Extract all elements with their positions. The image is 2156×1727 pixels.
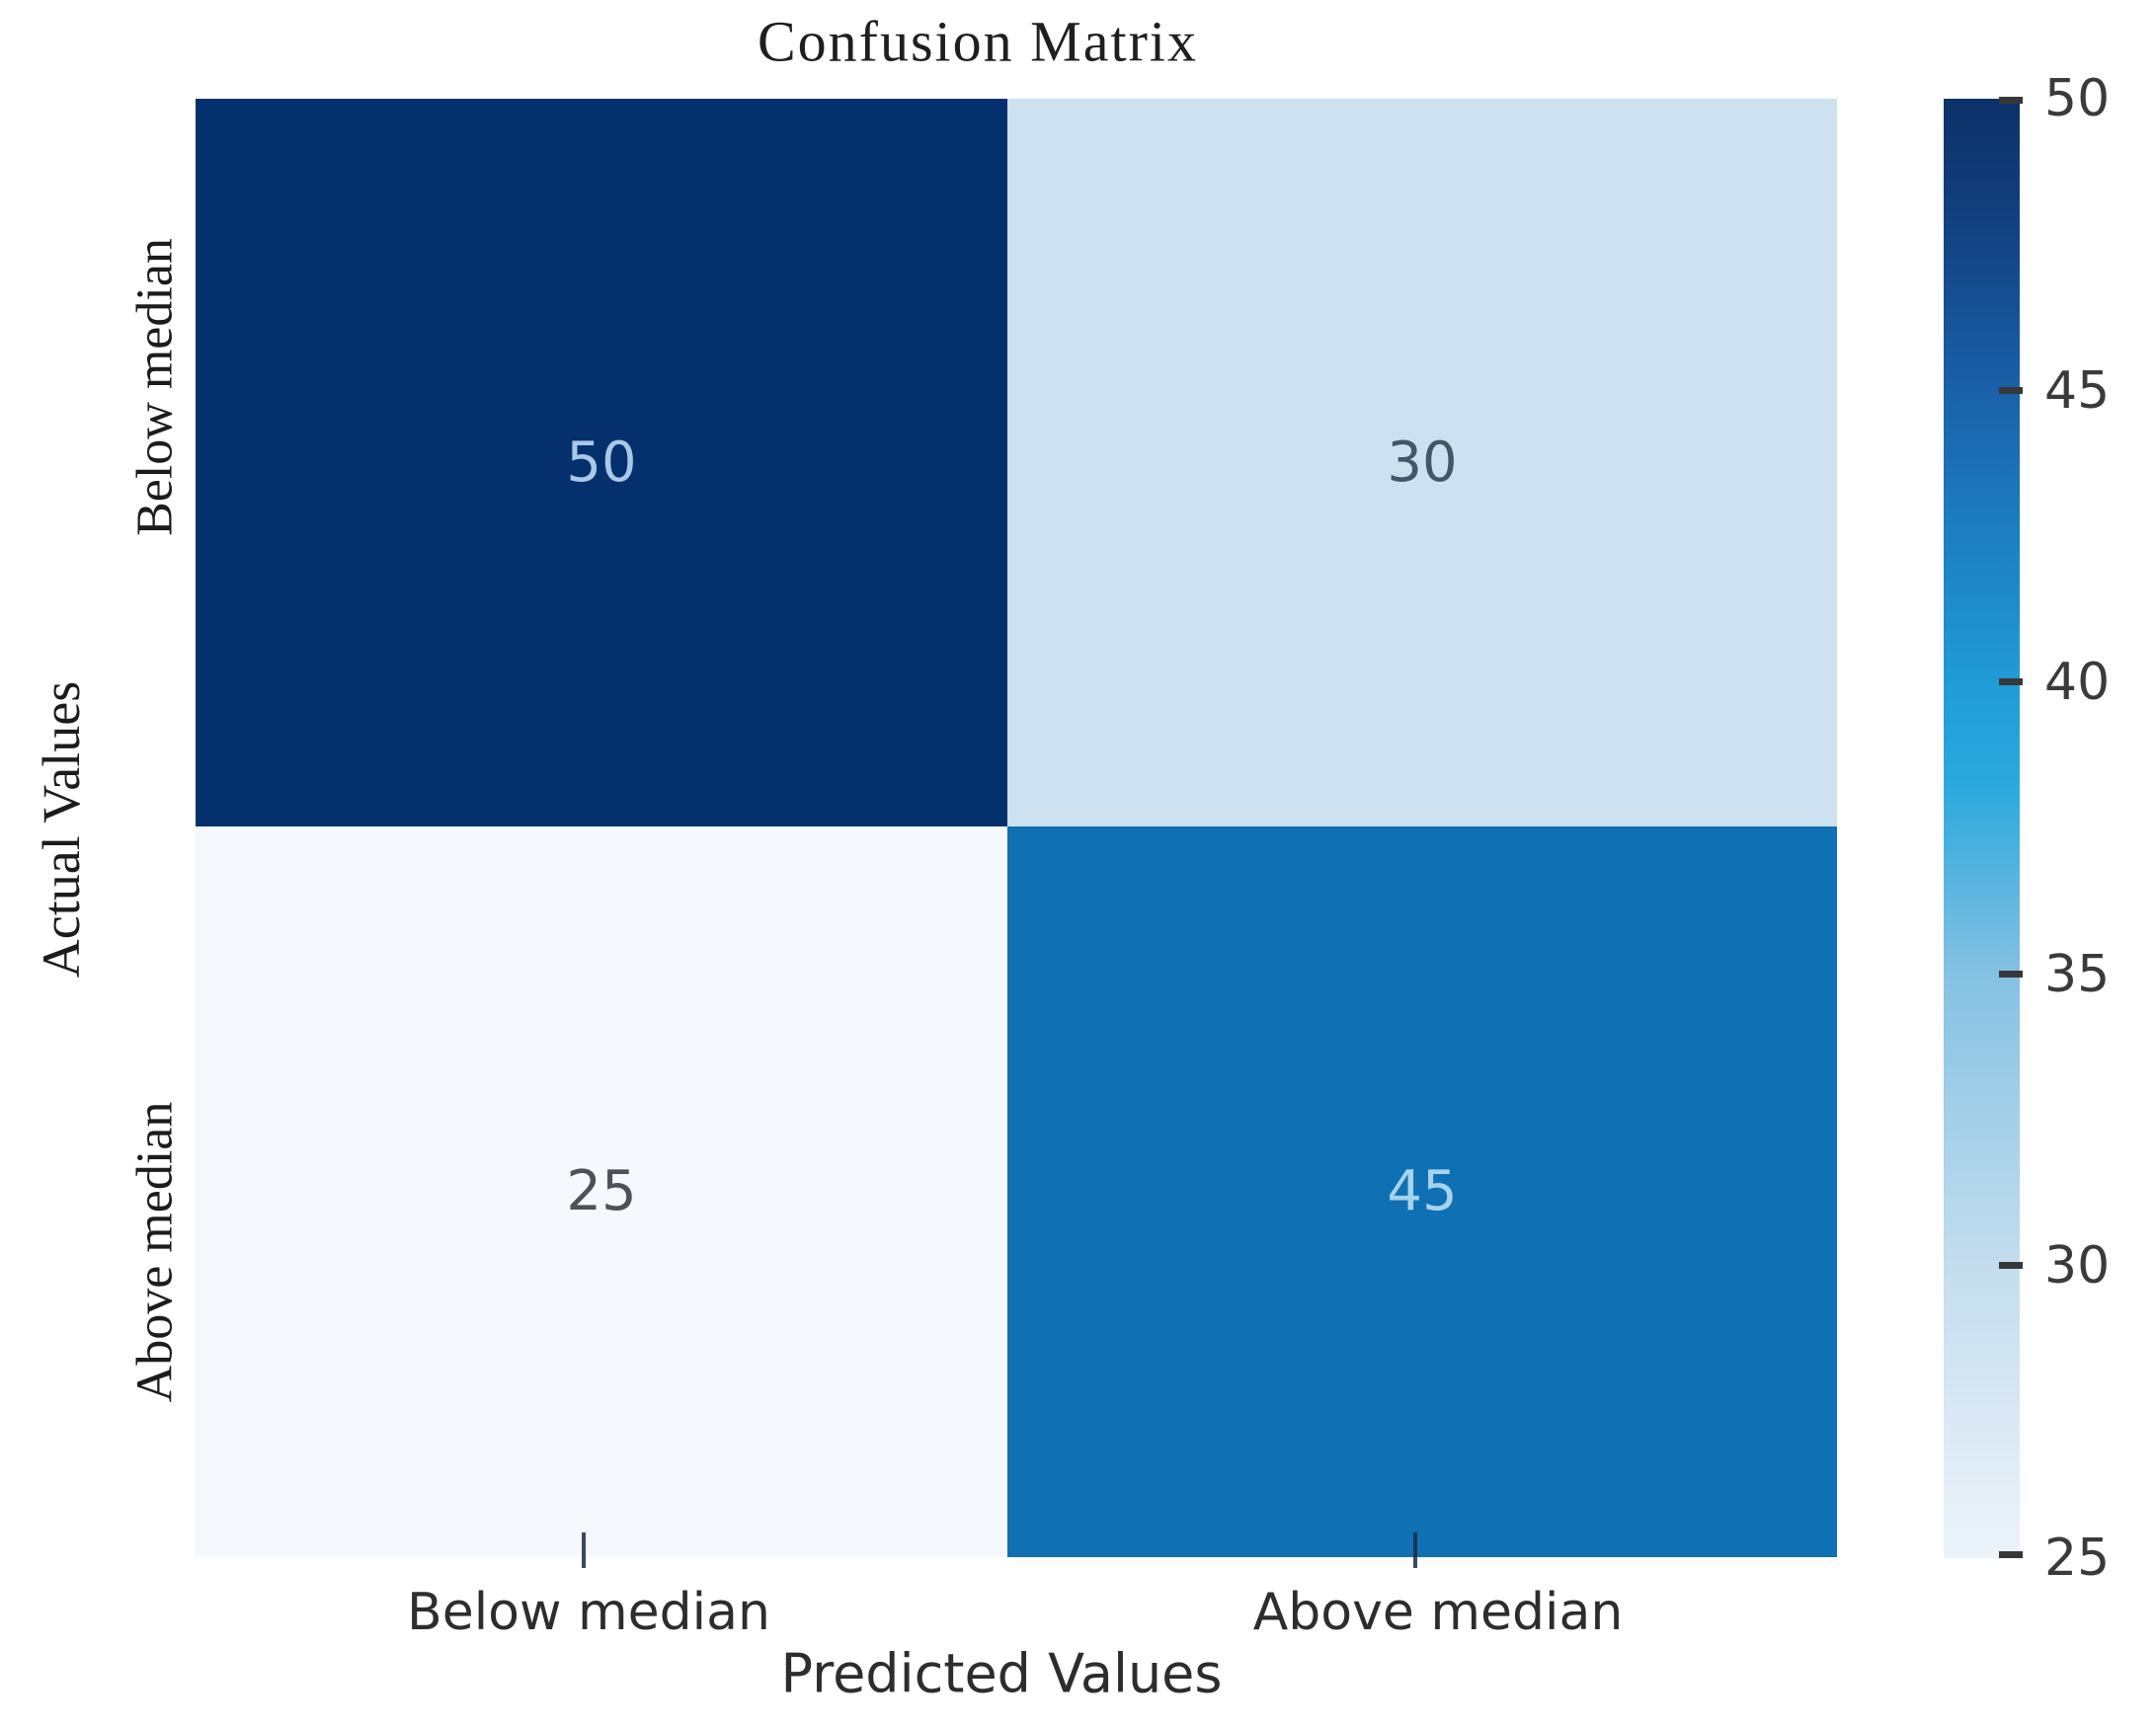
heatmap-cell-r1c0: 25 — [196, 826, 1007, 1557]
y-tick-label-above-median: Above median — [126, 1101, 184, 1403]
colorbar-tick-label-25: 25 — [2044, 1529, 2111, 1588]
colorbar-tick-label-30: 30 — [2044, 1236, 2111, 1295]
x-axis-label: Predicted Values — [780, 1642, 1223, 1705]
y-tick-label-below-median: Below median — [126, 238, 184, 536]
y-axis-label: Actual Values — [32, 680, 91, 979]
x-tick-label-below-median: Below median — [407, 1583, 770, 1642]
x-axis-tick-mark-0 — [582, 1532, 586, 1568]
heatmap-cell-r1c1: 45 — [1007, 826, 1837, 1557]
colorbar-tick-label-45: 45 — [2044, 361, 2111, 421]
colorbar-tick-mark-50 — [1999, 97, 2023, 104]
colorbar-tick-label-35: 35 — [2044, 945, 2111, 1004]
x-tick-label-above-median: Above median — [1252, 1583, 1624, 1642]
colorbar-tick-label-40: 40 — [2044, 653, 2111, 712]
cell-value-r0c0: 50 — [566, 430, 637, 495]
colorbar-tick-label-50: 50 — [2044, 69, 2111, 128]
chart-title: Confusion Matrix — [757, 9, 1199, 74]
colorbar-tick-mark-30 — [1999, 1262, 2023, 1269]
x-axis-tick-mark-1 — [1413, 1532, 1417, 1568]
colorbar-gradient — [1944, 99, 2020, 1558]
cell-value-r1c0: 25 — [566, 1159, 637, 1223]
colorbar-tick-mark-40 — [1999, 678, 2023, 685]
heatmap-cell-r0c1: 30 — [1007, 99, 1837, 826]
colorbar-tick-mark-45 — [1999, 387, 2023, 394]
heatmap-plot-area: 50 30 25 45 — [196, 99, 1837, 1557]
heatmap-cell-r0c0: 50 — [196, 99, 1007, 826]
cell-value-r1c1: 45 — [1387, 1159, 1458, 1223]
cell-value-r0c1: 30 — [1387, 430, 1458, 495]
colorbar-tick-mark-25 — [1999, 1551, 2023, 1558]
colorbar-tick-mark-35 — [1999, 971, 2023, 978]
